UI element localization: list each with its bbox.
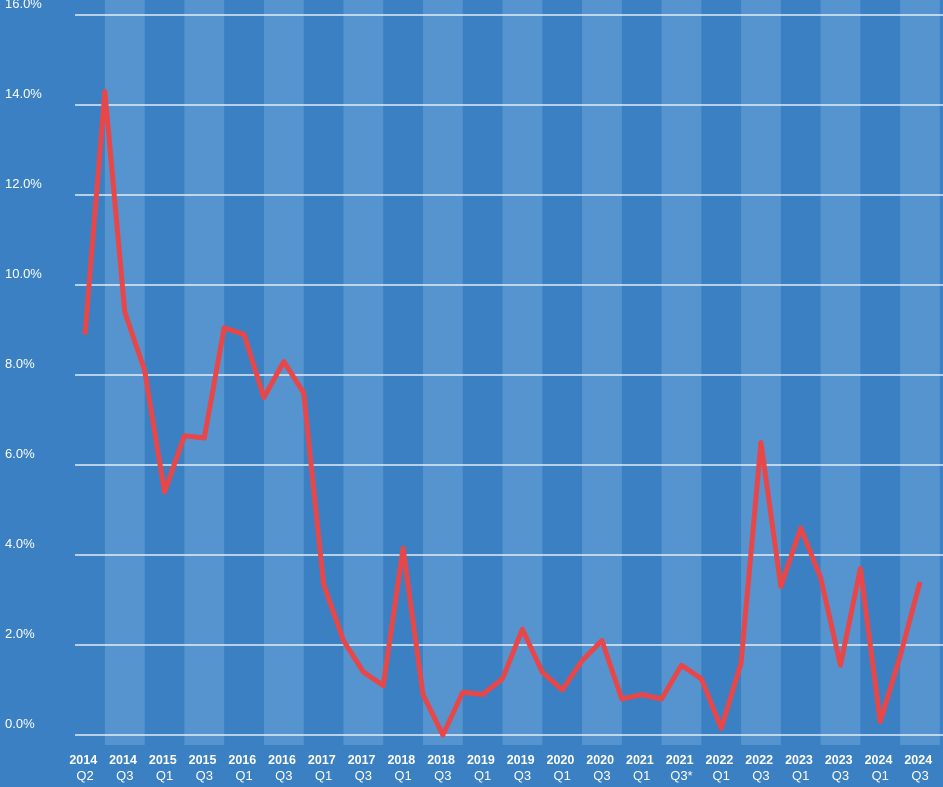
- y-tick-label: 10.0%: [5, 266, 42, 281]
- stripe: [662, 0, 702, 745]
- x-tick-label: 2021 Q3*: [666, 753, 697, 783]
- stripe: [741, 0, 781, 745]
- y-tick-label: 4.0%: [5, 536, 35, 551]
- y-tick-label: 12.0%: [5, 176, 42, 191]
- stripe: [105, 0, 145, 745]
- stripe: [582, 0, 622, 745]
- y-tick-label: 8.0%: [5, 356, 35, 371]
- y-tick-label: 0.0%: [5, 716, 35, 731]
- stripe: [821, 0, 861, 745]
- stripe: [343, 0, 383, 745]
- y-tick-label: 6.0%: [5, 446, 35, 461]
- stripe: [423, 0, 463, 745]
- y-tick-label: 16.0%: [5, 0, 42, 11]
- page: 0.0% 2.0% 4.0% 6.0% 8.0% 10.0% 12.0% 14.0% 16.0%…: [0, 0, 943, 787]
- chart: 0.0% 2.0% 4.0% 6.0% 8.0% 10.0% 12.0% 14.0% 16.0%…: [0, 0, 943, 787]
- stripe: [264, 0, 304, 745]
- y-tick-label: 2.0%: [5, 626, 35, 641]
- y-tick-label: 14.0%: [5, 86, 42, 101]
